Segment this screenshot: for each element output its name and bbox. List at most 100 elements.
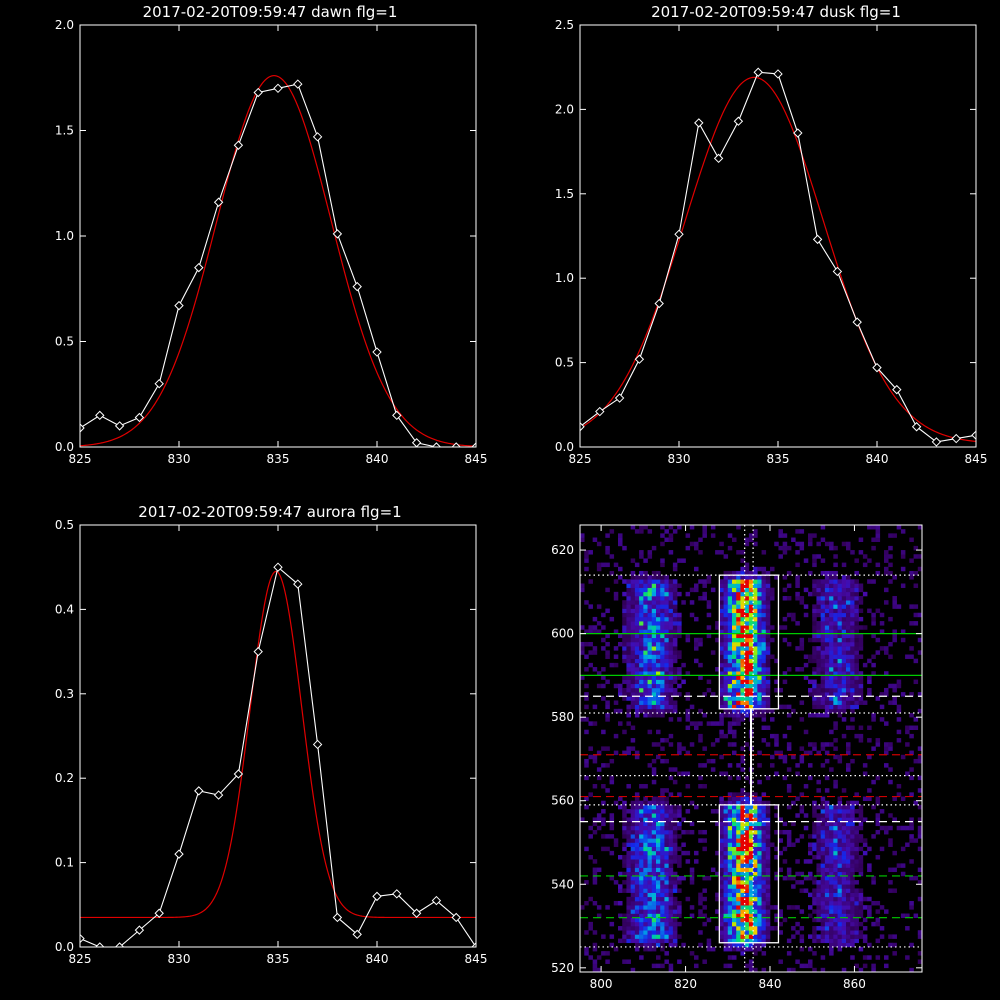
- heatmap-pixel: [732, 721, 737, 726]
- heatmap-pixel: [824, 579, 830, 584]
- heatmap-pixel: [732, 829, 737, 835]
- heatmap-pixel: [753, 871, 758, 877]
- heatmap-pixel: [786, 842, 792, 847]
- heatmap-pixel: [867, 725, 872, 730]
- heatmap-pixel: [850, 641, 855, 647]
- heatmap-pixel: [846, 817, 851, 822]
- heatmap-pixel: [765, 704, 771, 710]
- heatmap-pixel: [761, 583, 767, 588]
- heatmap-pixel: [820, 596, 826, 601]
- heatmap-pixel: [846, 938, 851, 944]
- heatmap-pixel: [892, 687, 897, 693]
- heatmap-pixel: [850, 926, 855, 931]
- heatmap-pixel: [786, 704, 792, 710]
- plot-area: [80, 562, 476, 947]
- heatmap-pixel: [727, 921, 733, 927]
- heatmap-pixel: [744, 687, 750, 693]
- heatmap-pixel: [913, 658, 919, 664]
- heatmap-pixel: [770, 763, 775, 768]
- heatmap-pixel: [820, 875, 826, 881]
- heatmap-pixel: [643, 821, 648, 827]
- heatmap-pixel: [765, 817, 771, 822]
- heatmap-pixel: [681, 679, 686, 685]
- heatmap-pixel: [651, 700, 657, 705]
- heatmap-pixel: [816, 650, 821, 655]
- heatmap-pixel: [824, 742, 830, 747]
- heatmap-pixel: [892, 942, 897, 948]
- heatmap-pixel: [837, 675, 843, 680]
- heatmap-pixel: [744, 650, 750, 655]
- heatmap-pixel: [744, 842, 750, 847]
- heatmap-pixel: [846, 809, 851, 814]
- heatmap-pixel: [740, 675, 745, 680]
- heatmap-pixel: [639, 930, 644, 935]
- heatmap-pixel: [875, 955, 881, 960]
- heatmap-pixel: [854, 675, 859, 680]
- heatmap-pixel: [609, 775, 615, 781]
- heatmap-pixel: [660, 825, 665, 831]
- heatmap-pixel: [668, 963, 674, 969]
- heatmap-pixel: [622, 692, 627, 697]
- heatmap-pixel: [656, 704, 661, 710]
- heatmap-pixel: [917, 775, 922, 781]
- heatmap-pixel: [630, 884, 636, 889]
- heatmap-pixel: [584, 900, 589, 906]
- heatmap-pixel: [643, 926, 648, 931]
- heatmap-pixel: [618, 633, 623, 639]
- heatmap-pixel: [862, 896, 868, 902]
- heatmap-pixel: [732, 570, 737, 576]
- heatmap-pixel: [639, 667, 644, 672]
- heatmap-pixel: [681, 842, 686, 847]
- heatmap-pixel: [854, 596, 859, 601]
- heatmap-pixel: [854, 587, 859, 593]
- heatmap-pixel: [837, 880, 843, 885]
- heatmap-pixel: [905, 742, 910, 747]
- heatmap-pixel: [753, 692, 758, 697]
- heatmap-pixel: [833, 825, 838, 831]
- heatmap-pixel: [841, 658, 847, 664]
- heatmap-pixel: [812, 583, 817, 588]
- heatmap-pixel: [841, 905, 847, 910]
- heatmap-pixel: [761, 792, 767, 797]
- heatmap-pixel: [748, 579, 754, 584]
- heatmap-pixel: [723, 825, 729, 831]
- heatmap-pixel: [592, 821, 598, 827]
- heatmap-pixel: [668, 675, 674, 680]
- heatmap-pixel: [765, 633, 771, 639]
- heatmap-pixel: [761, 930, 767, 935]
- heatmap-pixel: [837, 608, 843, 614]
- heatmap-pixel: [723, 621, 729, 626]
- heatmap-pixel: [630, 608, 636, 614]
- heatmap-pixel: [757, 658, 762, 664]
- heatmap-pixel: [736, 662, 741, 668]
- heatmap-pixel: [846, 612, 851, 618]
- heatmap-pixel: [732, 926, 737, 931]
- heatmap-pixel: [672, 596, 678, 601]
- heatmap-pixel: [846, 541, 851, 547]
- data-point: [154, 908, 164, 918]
- heatmap-pixel: [647, 934, 653, 939]
- heatmap-pixel: [799, 963, 805, 969]
- heatmap-pixel: [799, 871, 805, 877]
- heatmap-pixel: [765, 600, 771, 605]
- heatmap-pixel: [668, 612, 674, 618]
- heatmap-pixel: [888, 767, 893, 772]
- heatmap-pixel: [820, 583, 826, 588]
- heatmap-pixel: [630, 850, 636, 856]
- heatmap-pixel: [584, 763, 589, 768]
- heatmap-pixel: [917, 612, 922, 618]
- heatmap-pixel: [613, 596, 619, 601]
- heatmap-pixel: [732, 900, 737, 906]
- heatmap-pixel: [744, 888, 750, 893]
- heatmap-pixel: [812, 809, 817, 814]
- heatmap-pixel: [829, 654, 834, 659]
- heatmap-pixel: [875, 909, 881, 914]
- heatmap-pixel: [613, 800, 619, 806]
- heatmap-pixel: [824, 750, 830, 756]
- heatmap-pixel: [732, 612, 737, 618]
- heatmap-pixel: [829, 700, 834, 705]
- heatmap-pixel: [803, 825, 809, 831]
- heatmap-pixel: [605, 633, 610, 639]
- heatmap-pixel: [668, 926, 674, 931]
- heatmap-pixel: [630, 813, 636, 818]
